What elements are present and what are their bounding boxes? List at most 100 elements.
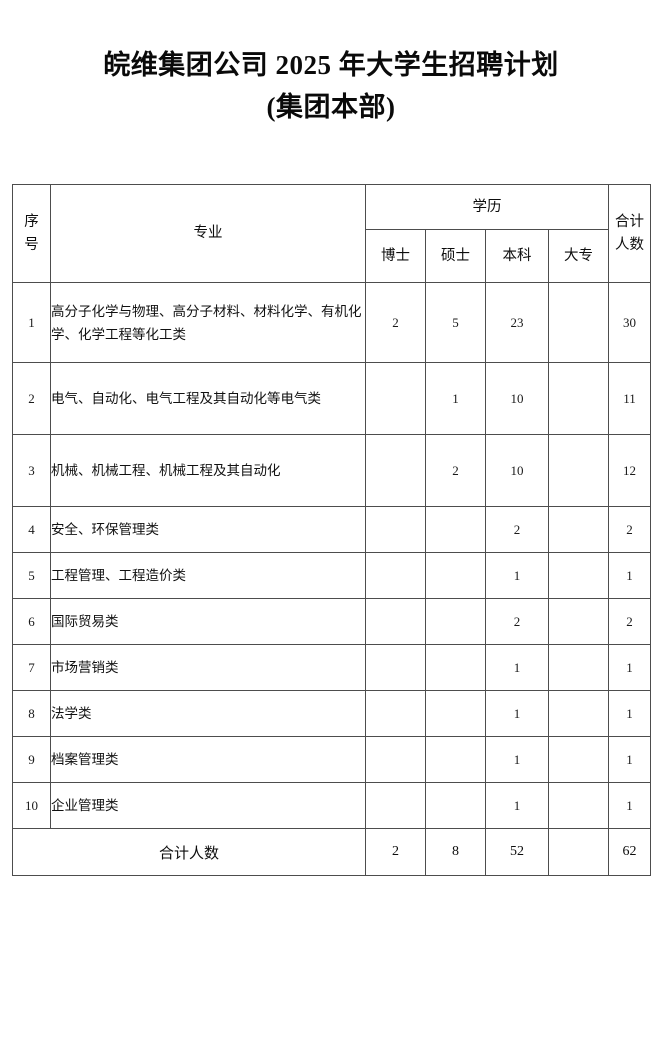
total-doctor: 2 xyxy=(365,828,426,876)
total-bachelor: 52 xyxy=(485,828,549,876)
cell-total: 1 xyxy=(608,552,651,599)
total-college xyxy=(548,828,609,876)
cell-index: 10 xyxy=(12,782,51,829)
cell-master xyxy=(425,552,486,599)
column-header-education-group: 学历 xyxy=(365,184,609,230)
cell-total: 1 xyxy=(608,736,651,783)
cell-bachelor: 23 xyxy=(485,282,549,363)
table-header: 序 号 专业 学历 合计 人数 博士 硕士 本科 大专 xyxy=(12,184,651,283)
cell-master: 2 xyxy=(425,434,486,507)
cell-master xyxy=(425,644,486,691)
cell-doctor xyxy=(365,434,426,507)
column-header-index: 序 号 xyxy=(12,184,51,283)
column-header-master: 硕士 xyxy=(425,229,486,283)
cell-total: 12 xyxy=(608,434,651,507)
cell-doctor xyxy=(365,506,426,553)
cell-major: 电气、自动化、电气工程及其自动化等电气类 xyxy=(50,362,366,435)
cell-master xyxy=(425,736,486,783)
cell-master: 5 xyxy=(425,282,486,363)
cell-bachelor: 1 xyxy=(485,690,549,737)
table-header-row-2: 博士 硕士 本科 大专 xyxy=(13,229,651,283)
cell-bachelor: 1 xyxy=(485,736,549,783)
cell-college xyxy=(548,644,609,691)
recruitment-plan-table-wrapper: 序 号 专业 学历 合计 人数 博士 硕士 本科 大专 xyxy=(12,184,651,876)
table-row: 6 国际贸易类 2 2 xyxy=(12,598,651,645)
cell-major: 企业管理类 xyxy=(50,782,366,829)
cell-major: 市场营销类 xyxy=(50,644,366,691)
cell-major: 高分子化学与物理、高分子材料、材料化学、有机化学、化学工程等化工类 xyxy=(50,282,366,363)
cell-major: 档案管理类 xyxy=(50,736,366,783)
cell-index: 3 xyxy=(12,434,51,507)
table-row: 5 工程管理、工程造价类 1 1 xyxy=(12,552,651,599)
table-row: 3 机械、机械工程、机械工程及其自动化 2 10 12 xyxy=(12,434,651,507)
table-total-row: 合计人数 2 8 52 62 xyxy=(12,828,651,876)
title-line-1: 皖维集团公司 2025 年大学生招聘计划 xyxy=(103,50,559,80)
table-row: 1 高分子化学与物理、高分子材料、材料化学、有机化学、化学工程等化工类 2 5 … xyxy=(12,282,651,363)
cell-major: 工程管理、工程造价类 xyxy=(50,552,366,599)
cell-doctor xyxy=(365,644,426,691)
cell-master xyxy=(425,598,486,645)
column-header-doctor: 博士 xyxy=(365,229,426,283)
cell-doctor xyxy=(365,362,426,435)
cell-doctor xyxy=(365,598,426,645)
cell-college xyxy=(548,362,609,435)
cell-total: 30 xyxy=(608,282,651,363)
cell-college xyxy=(548,434,609,507)
column-header-index-line1: 序 xyxy=(24,213,39,230)
cell-master xyxy=(425,782,486,829)
cell-total: 2 xyxy=(608,598,651,645)
cell-total: 1 xyxy=(608,782,651,829)
table-row: 10 企业管理类 1 1 xyxy=(12,782,651,829)
table-row: 2 电气、自动化、电气工程及其自动化等电气类 1 10 11 xyxy=(12,362,651,435)
column-header-college: 大专 xyxy=(548,229,609,283)
cell-major: 机械、机械工程、机械工程及其自动化 xyxy=(50,434,366,507)
column-header-total-line2: 人数 xyxy=(615,236,644,253)
column-header-total-line1: 合计 xyxy=(615,213,644,230)
total-row-label: 合计人数 xyxy=(12,828,366,876)
table-row: 4 安全、环保管理类 2 2 xyxy=(12,506,651,553)
cell-college xyxy=(548,282,609,363)
table-body: 1 高分子化学与物理、高分子材料、材料化学、有机化学、化学工程等化工类 2 5 … xyxy=(12,282,651,876)
cell-bachelor: 1 xyxy=(485,782,549,829)
title-line-2: (集团本部) xyxy=(266,92,396,122)
cell-bachelor: 2 xyxy=(485,506,549,553)
table-row: 7 市场营销类 1 1 xyxy=(12,644,651,691)
total-master: 8 xyxy=(425,828,486,876)
cell-bachelor: 1 xyxy=(485,552,549,599)
cell-total: 11 xyxy=(608,362,651,435)
cell-college xyxy=(548,782,609,829)
total-sum: 62 xyxy=(608,828,651,876)
cell-major: 安全、环保管理类 xyxy=(50,506,366,553)
cell-bachelor: 2 xyxy=(485,598,549,645)
cell-total: 1 xyxy=(608,644,651,691)
cell-master xyxy=(425,506,486,553)
column-header-index-line2: 号 xyxy=(24,236,39,253)
cell-index: 6 xyxy=(12,598,51,645)
cell-major: 法学类 xyxy=(50,690,366,737)
document-title: 皖维集团公司 2025 年大学生招聘计划 (集团本部) xyxy=(0,44,662,128)
table-header-row-1: 序 号 专业 学历 合计 人数 xyxy=(12,184,651,283)
cell-total: 2 xyxy=(608,506,651,553)
cell-college xyxy=(548,552,609,599)
table-row: 9 档案管理类 1 1 xyxy=(12,736,651,783)
cell-doctor: 2 xyxy=(365,282,426,363)
cell-index: 4 xyxy=(12,506,51,553)
cell-college xyxy=(548,736,609,783)
cell-master xyxy=(425,690,486,737)
cell-index: 7 xyxy=(12,644,51,691)
column-header-total: 合计 人数 xyxy=(608,184,651,283)
recruitment-plan-table: 序 号 专业 学历 合计 人数 博士 硕士 本科 大专 xyxy=(12,184,651,876)
cell-total: 1 xyxy=(608,690,651,737)
cell-doctor xyxy=(365,736,426,783)
cell-index: 5 xyxy=(12,552,51,599)
cell-master: 1 xyxy=(425,362,486,435)
cell-college xyxy=(548,598,609,645)
cell-index: 9 xyxy=(12,736,51,783)
cell-bachelor: 10 xyxy=(485,434,549,507)
cell-index: 2 xyxy=(12,362,51,435)
cell-index: 8 xyxy=(12,690,51,737)
cell-college xyxy=(548,506,609,553)
cell-college xyxy=(548,690,609,737)
cell-doctor xyxy=(365,782,426,829)
